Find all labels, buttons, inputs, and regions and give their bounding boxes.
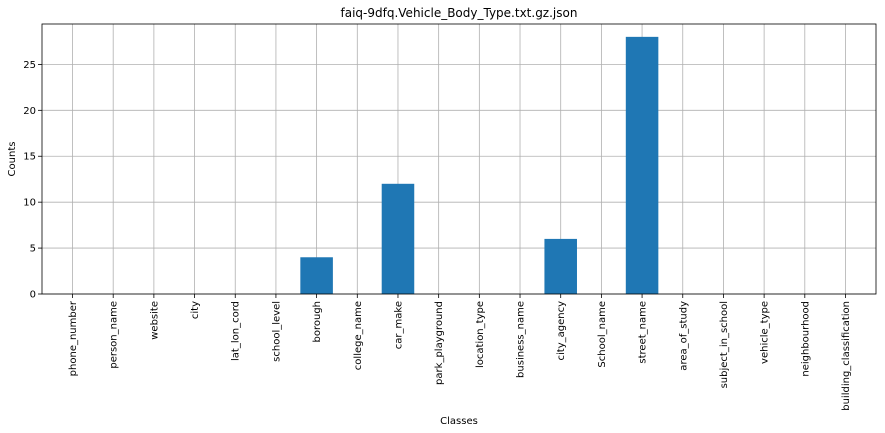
x-tick-label: website [149,301,160,340]
x-tick-label: city [190,301,201,319]
x-tick-label: park_playground [434,301,445,385]
x-axis-ticks: phone_number person_name website city lat_lo… [68,294,852,411]
y-tick-label: 20 [23,106,36,117]
y-tick-label: 0 [30,290,36,301]
x-tick-label: street_name [638,301,649,364]
x-tick-label: lat_lon_cord [231,301,242,361]
y-axis-label: Counts [7,142,18,177]
x-tick-label: business_name [516,301,527,378]
grid-lines [42,24,876,295]
x-tick-label: neighbourhood [800,301,811,377]
x-tick-label: college_name [353,301,364,370]
x-tick-label: school_level [271,301,282,362]
x-tick-label: area_of_study [678,301,689,371]
x-tick-label: location_type [475,301,486,368]
plot-frame [41,23,877,295]
y-tick-label: 15 [23,152,36,163]
bar-city_agency [544,238,577,294]
y-tick-label: 10 [23,198,36,209]
x-tick-label: borough [312,301,323,343]
x-axis-label: Classes [440,416,478,427]
y-tick-label: 25 [23,60,36,71]
x-tick-label: city_agency [556,301,567,361]
x-tick-label: car_make [393,301,404,349]
x-tick-label: building_classification [841,301,852,411]
x-tick-label: vehicle_type [760,301,771,364]
x-tick-label: person_name [109,301,120,369]
chart-title: faiq-9dfq.Vehicle_Body_Type.txt.gz.json [341,6,578,20]
bar-car_make [381,183,415,294]
x-tick-label: School_name [597,301,608,368]
x-tick-label: subject_in_school [719,301,730,388]
bar-borough [300,257,333,294]
x-tick-label: phone_number [68,300,79,376]
bar-street_name [625,36,659,294]
y-tick-label: 5 [30,244,36,255]
bars [300,36,659,294]
y-axis-ticks: 0 5 10 15 20 25 [23,60,42,301]
